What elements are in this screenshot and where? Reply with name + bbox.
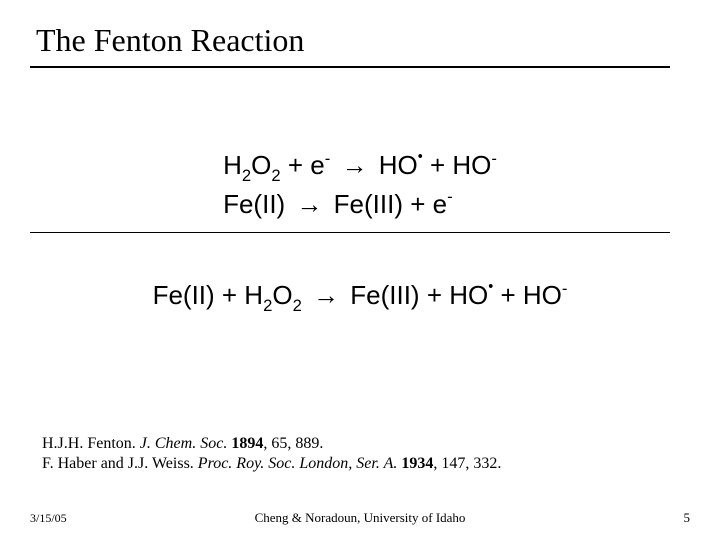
reference-1: H.J.H. Fenton. J. Chem. Soc. 1894, 65, 8… (42, 434, 501, 454)
eq3-lhs-b: O (272, 280, 292, 310)
eq3-ho-sup: - (562, 279, 568, 298)
eq1-ho-sup: - (491, 149, 497, 168)
eq3-arrow: → (302, 280, 350, 310)
eq3-plus-ho: + HO (493, 280, 562, 310)
equation-line-3: Fe(II) + H2O2 → Fe(III) + HO• + HO- (153, 278, 568, 317)
eq2: Fe(II) → Fe(III) + e- (223, 189, 453, 219)
eq1-plus-ho: + HO (423, 150, 492, 180)
ref2-year: 1934 (401, 455, 433, 472)
eq1: H2O2 + e- → HO• + HO- (223, 150, 497, 180)
slide: The Fenton Reaction H2O2 + e- → HO• + HO… (0, 0, 720, 540)
equation-block-top: H2O2 + e- → HO• + HO- Fe(II) → Fe(III) +… (0, 148, 720, 222)
ref2-journal: Proc. Roy. Soc. London, Ser. A. (198, 455, 402, 472)
references: H.J.H. Fenton. J. Chem. Soc. 1894, 65, 8… (42, 434, 501, 474)
eq1-e-sup: - (325, 149, 331, 168)
eq2-lhs: Fe(II) (223, 189, 285, 219)
eq2-rhs: Fe(III) + e (334, 189, 447, 219)
ref2-rest: , 147, 332. (433, 455, 501, 472)
eq3-lhs-a: Fe(II) + H (153, 280, 264, 310)
eq3-rhs-a: Fe(III) + HO (350, 280, 488, 310)
ref2-author: F. Haber and J.J. Weiss. (42, 455, 198, 472)
eq1-arrow: → (330, 150, 378, 180)
eq2-e-sup: - (447, 187, 453, 206)
equation-line-1-2: H2O2 + e- → HO• + HO- Fe(II) → Fe(III) +… (223, 148, 497, 222)
eq3-ho-dot: • (488, 279, 493, 295)
eq2-arrow: → (285, 189, 333, 219)
eq3: Fe(II) + H2O2 → Fe(III) + HO• + HO- (153, 280, 568, 310)
eq1-o: O (251, 150, 271, 180)
ref1-author: H.J.H. Fenton. (42, 435, 140, 452)
equation-block-sum: Fe(II) + H2O2 → Fe(III) + HO• + HO- (0, 278, 720, 317)
reference-2: F. Haber and J.J. Weiss. Proc. Roy. Soc.… (42, 454, 501, 474)
title-underline (30, 66, 670, 68)
eq1-ho-dot: • (418, 149, 423, 165)
footer-page-number: 5 (684, 510, 691, 526)
ref1-year: 1894 (231, 435, 263, 452)
eq3-o-sub: 2 (293, 296, 302, 315)
footer-center: Cheng & Noradoun, University of Idaho (0, 510, 720, 526)
eq1-h-sub: 2 (242, 166, 251, 185)
eq1-plus-e: + e (281, 150, 325, 180)
equation-divider (30, 232, 670, 233)
ref1-rest: , 65, 889. (263, 435, 323, 452)
ref1-journal: J. Chem. Soc. (140, 435, 232, 452)
eq1-o-sub: 2 (271, 166, 280, 185)
eq1-ho: HO (379, 150, 418, 180)
slide-title: The Fenton Reaction (36, 22, 304, 59)
eq3-h-sub: 2 (263, 296, 272, 315)
eq1-h: H (223, 150, 242, 180)
